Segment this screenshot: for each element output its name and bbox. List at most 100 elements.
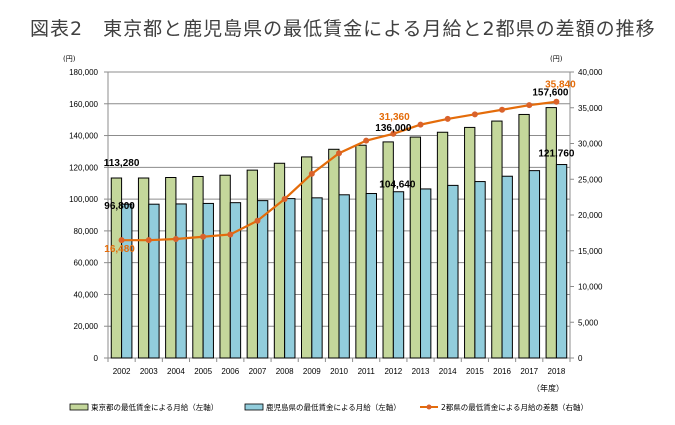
x-tick-label: 2016 xyxy=(493,367,511,376)
difference-marker-2014 xyxy=(444,115,451,122)
x-tick-label: 2008 xyxy=(276,367,294,376)
difference-marker-2012 xyxy=(390,130,397,137)
bar-2009 xyxy=(300,156,313,359)
left-tick-label: 60,000 xyxy=(74,259,99,268)
left-tick-label: 160,000 xyxy=(69,100,98,109)
difference-marker-2010 xyxy=(336,150,342,157)
right-tick-label: 5,000 xyxy=(578,318,599,327)
legend-swatch xyxy=(69,403,89,411)
bar-2016 xyxy=(501,175,513,359)
difference-marker-2018 xyxy=(553,98,560,105)
right-tick-label: 40,000 xyxy=(578,68,603,77)
left-tick-label: 80,000 xyxy=(74,227,99,236)
right-tick-label: 30,000 xyxy=(578,140,603,149)
data-label: 136,000 xyxy=(375,123,412,134)
bar-2013 xyxy=(409,136,422,359)
difference-marker-2009 xyxy=(308,170,315,177)
chart-title: 図表2 東京都と鹿児島県の最低賃金による月給と2都県の差額の推移 xyxy=(30,18,656,40)
bar-2008 xyxy=(284,198,296,359)
bar-2017 xyxy=(528,170,541,359)
bar-2012 xyxy=(392,191,405,359)
x-tick-label: 2005 xyxy=(194,367,212,376)
bar-2011 xyxy=(365,193,378,359)
difference-marker-2003 xyxy=(145,237,152,244)
x-tick-label: 2007 xyxy=(249,367,267,376)
x-axis-unit: （年度） xyxy=(532,383,564,393)
x-tick-label: 2004 xyxy=(167,367,185,376)
legend-swatch xyxy=(244,403,264,411)
data-label: 157,600 xyxy=(532,88,569,99)
bar-2018 xyxy=(555,164,568,359)
x-tick-label: 2010 xyxy=(330,367,348,376)
x-tick-label: 2014 xyxy=(439,367,457,376)
bar-2004 xyxy=(175,203,187,359)
left-tick-label: 20,000 xyxy=(74,322,99,331)
legend-label: 鹿児島県の最低賃金による月給（左軸） xyxy=(266,402,401,412)
x-tick-label: 2003 xyxy=(140,367,158,376)
data-label: 113,280 xyxy=(104,158,140,169)
bar-2006 xyxy=(219,174,231,359)
data-label: 35,840 xyxy=(545,80,576,91)
bar-2015 xyxy=(474,181,486,359)
x-tick-label: 2009 xyxy=(303,367,321,376)
bar-2013 xyxy=(420,188,432,359)
difference-marker-2006 xyxy=(227,231,234,238)
x-tick-label: 2017 xyxy=(520,367,538,376)
legend-label: 東京都の最低賃金による月給（左軸） xyxy=(91,402,218,412)
data-label: 104,640 xyxy=(379,180,416,191)
bar-2003 xyxy=(148,203,160,359)
data-label: 96,800 xyxy=(104,201,135,212)
bar-2017 xyxy=(518,113,530,359)
right-axis-unit: (円) xyxy=(550,55,563,63)
left-tick-label: 0 xyxy=(94,354,99,363)
bar-2007 xyxy=(246,169,258,359)
right-tick-label: 15,000 xyxy=(578,247,603,256)
difference-marker-2005 xyxy=(200,233,207,240)
difference-marker-2017 xyxy=(526,102,533,109)
bar-2010 xyxy=(338,194,350,359)
right-tick-label: 0 xyxy=(578,354,583,363)
difference-marker-2007 xyxy=(254,217,261,224)
difference-marker-2008 xyxy=(281,195,288,202)
bar-2014 xyxy=(436,131,449,359)
bar-2005 xyxy=(202,202,214,359)
left-tick-label: 100,000 xyxy=(69,195,98,204)
x-tick-label: 2006 xyxy=(221,367,239,376)
x-tick-label: 2012 xyxy=(384,367,402,376)
data-label: 31,360 xyxy=(379,112,410,123)
bar-2012 xyxy=(382,141,394,359)
difference-marker-2013 xyxy=(417,121,424,128)
bar-2014 xyxy=(447,184,459,359)
data-label: 121,760 xyxy=(538,149,575,160)
x-tick-label: 2015 xyxy=(466,367,484,376)
bar-2004 xyxy=(165,177,177,359)
bar-2007 xyxy=(256,200,269,359)
bar-2011 xyxy=(355,144,367,359)
difference-marker-2002 xyxy=(118,237,125,244)
left-tick-label: 120,000 xyxy=(69,163,98,172)
bar-2010 xyxy=(328,148,340,359)
legend-marker xyxy=(426,404,432,410)
legend-label: 2都県の最低賃金による月給の差額（右軸） xyxy=(441,402,588,412)
left-axis-unit: (円) xyxy=(63,55,76,63)
left-tick-label: 140,000 xyxy=(69,132,98,141)
x-tick-label: 2002 xyxy=(113,367,131,376)
difference-marker-2004 xyxy=(172,236,179,243)
x-tick-label: 2013 xyxy=(412,367,430,376)
bar-2008 xyxy=(273,162,286,359)
right-tick-label: 10,000 xyxy=(578,283,603,292)
bar-2002 xyxy=(121,203,133,359)
data-label: 16,480 xyxy=(104,244,135,255)
bar-2018 xyxy=(545,107,557,359)
left-tick-label: 180,000 xyxy=(69,68,98,77)
bar-2003 xyxy=(137,177,150,359)
difference-marker-2015 xyxy=(471,111,478,118)
difference-marker-2011 xyxy=(363,137,370,144)
left-tick-label: 40,000 xyxy=(74,290,99,299)
right-tick-label: 35,000 xyxy=(578,104,603,113)
bar-2005 xyxy=(192,175,204,359)
x-tick-label: 2011 xyxy=(358,367,376,376)
right-tick-label: 25,000 xyxy=(578,175,603,184)
bar-2016 xyxy=(491,120,503,359)
bar-2015 xyxy=(464,126,476,359)
